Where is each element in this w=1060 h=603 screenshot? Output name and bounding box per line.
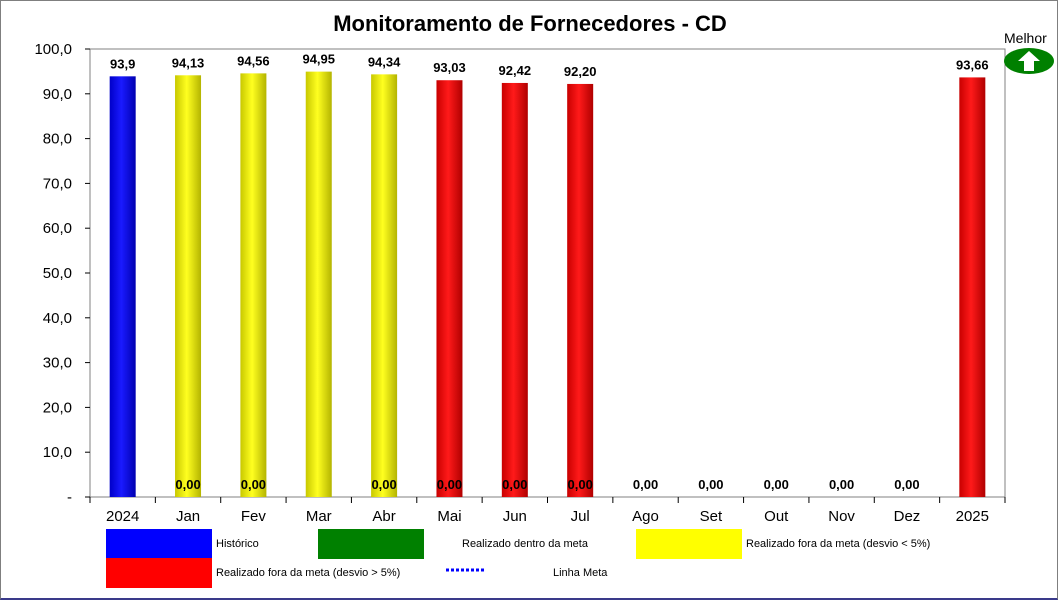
x-tick-label: 2025: [956, 508, 989, 525]
y-tick-label: 80,0: [43, 131, 72, 148]
bar-value-label: 94,34: [368, 54, 401, 69]
y-tick-label: 30,0: [43, 355, 72, 372]
bar: [240, 73, 267, 497]
bar-bottom-label: 0,00: [829, 477, 854, 492]
legend-label-dentro-meta: Realizado dentro da meta: [462, 538, 588, 550]
x-tick-label: Nov: [828, 508, 855, 525]
legend-label-linha-meta: Linha Meta: [553, 567, 608, 579]
bar: [436, 80, 463, 498]
x-tick-label: Jun: [503, 508, 527, 525]
x-tick-label: Set: [700, 508, 723, 525]
bar-value-label: 93,66: [956, 57, 989, 72]
bar-bottom-label: 0,00: [502, 477, 527, 492]
value-labels: 93,9 94,13 0,00 94,56 0,00 94,95 94,34 0,00 93,0…: [110, 52, 989, 492]
bar: [371, 74, 398, 497]
x-tick-label: Dez: [894, 508, 921, 525]
plot-area: [89, 48, 1006, 498]
bar-bottom-label: 0,00: [894, 477, 919, 492]
axes: - 10,0 20,0 30,0 40,0 50,0 60,0 70,0 80,0 90,0 100…: [34, 41, 1006, 525]
bar-bottom-label: 0,00: [241, 477, 266, 492]
legend-swatch-fora-meta-menor: [636, 529, 742, 559]
bar-value-label: 94,95: [302, 52, 335, 67]
bar-bottom-label: 0,00: [764, 477, 789, 492]
legend-swatch-dentro-meta: [318, 529, 424, 559]
bar-value-label: 93,03: [433, 60, 466, 75]
x-tick-label: Abr: [372, 508, 395, 525]
bar-bottom-label: 0,00: [175, 477, 200, 492]
y-tick-label: 50,0: [43, 265, 72, 282]
bar-bottom-label: 0,00: [698, 477, 723, 492]
y-tick-label: 90,0: [43, 86, 72, 103]
x-tick-label: Mai: [437, 508, 461, 525]
bar: [959, 77, 986, 497]
bar-bottom-label: 0,00: [371, 477, 396, 492]
y-tick-label: 60,0: [43, 220, 72, 237]
bar: [175, 75, 202, 497]
x-tick-label: Fev: [241, 508, 267, 525]
bar-value-label: 94,56: [237, 53, 270, 68]
bar-value-label: 92,42: [499, 63, 532, 78]
legend-swatch-fora-meta-maior: [106, 558, 212, 588]
better-indicator: Melhor: [1000, 28, 1058, 78]
legend-label-fora-meta-menor: Realizado fora da meta (desvio < 5%): [746, 538, 931, 550]
legend-swatch-historico: [106, 529, 212, 559]
bar-bottom-label: 0,00: [568, 477, 593, 492]
bar-value-label: 93,9: [110, 56, 135, 71]
x-tick-label: Ago: [632, 508, 659, 525]
better-label: Melhor: [1004, 30, 1047, 46]
bar-bottom-label: 0,00: [633, 477, 658, 492]
y-tick-label: 10,0: [43, 444, 72, 461]
x-tick-label: Out: [764, 508, 789, 525]
x-tick-label: Jul: [571, 508, 590, 525]
chart-title: Monitoramento de Fornecedores - CD: [333, 11, 727, 36]
bar: [305, 71, 332, 498]
x-tick-label: 2024: [106, 508, 139, 525]
bar-value-label: 94,13: [172, 55, 205, 70]
bar: [501, 82, 528, 497]
bar: [567, 83, 594, 497]
up-arrow-icon: [1004, 48, 1054, 74]
legend-label-historico: Histórico: [216, 538, 259, 550]
y-tick-label: 70,0: [43, 175, 72, 192]
y-tick-label: -: [67, 489, 72, 506]
y-tick-label: 100,0: [34, 41, 72, 58]
x-tick-label: Jan: [176, 508, 200, 525]
bar: [109, 76, 136, 497]
legend-label-fora-meta-maior: Realizado fora da meta (desvio > 5%): [216, 567, 401, 579]
bar-bottom-label: 0,00: [437, 477, 462, 492]
x-tick-label: Mar: [306, 508, 332, 525]
bars: [109, 71, 986, 498]
legend-line-meta: [446, 568, 484, 572]
y-tick-label: 20,0: [43, 399, 72, 416]
bar-value-label: 92,20: [564, 64, 597, 79]
y-tick-label: 40,0: [43, 310, 72, 327]
